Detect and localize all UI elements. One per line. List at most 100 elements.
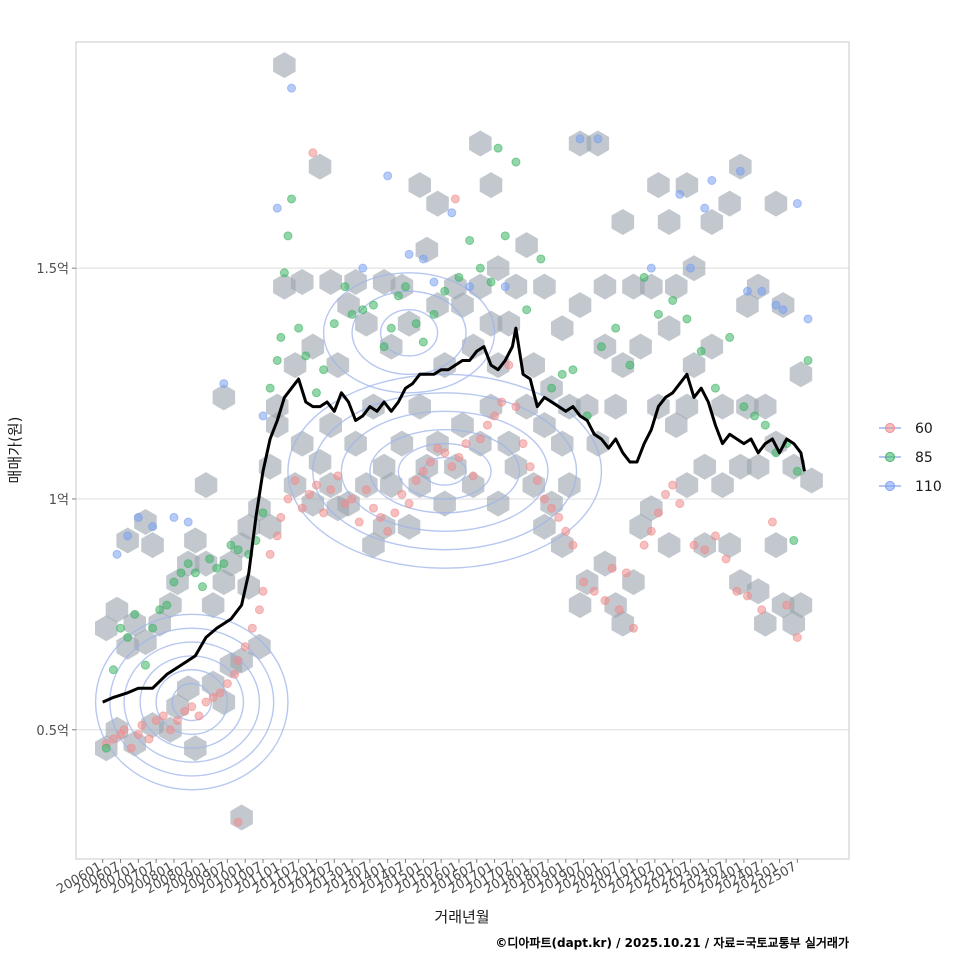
hexbin-cell [586,130,610,157]
plot-frame [75,41,850,860]
point-85 [265,383,275,393]
point-85 [536,254,546,264]
hexbin-cell [711,393,734,420]
point-60 [450,194,460,204]
point-60 [447,462,457,472]
hexbin-cell [344,430,367,457]
point-60 [308,148,318,158]
point-85 [792,466,802,476]
point-110 [429,277,439,287]
grid-lines [76,267,849,731]
point-85 [557,369,567,379]
point-85 [486,277,496,287]
point-60 [710,531,720,541]
point-60 [283,494,293,504]
point-85 [653,309,663,319]
point-110 [169,512,179,522]
hexbin-cell [657,532,681,559]
y-axis: 0.5억 1억 1.5억 [36,262,76,739]
x-axis: 2006012006072007012007072008012008072009… [54,859,799,897]
density-contour [109,627,275,777]
point-60 [579,577,589,587]
point-110 [465,282,475,292]
hexbin-cell [522,352,545,379]
point-60 [126,743,136,753]
hexbin-cell [657,209,681,235]
point-85 [739,402,749,412]
point-60 [230,669,240,679]
hexbin-cell [611,352,635,379]
hexbin-cell [290,430,314,457]
point-110 [404,249,414,259]
hexbin-cell [212,384,236,411]
hexbin-cell [665,412,688,439]
point-60 [137,720,147,730]
point-110 [700,203,710,213]
point-60 [173,716,183,726]
point-85 [101,743,111,753]
point-60 [732,586,742,596]
hexbin-cell [486,352,510,379]
hexbin-cell [116,633,139,660]
point-60 [607,563,617,573]
point-85 [311,388,321,398]
point-60 [628,623,638,633]
point-60 [247,623,257,633]
hexbin-cell [504,273,528,300]
hexbin-cell [533,412,556,439]
hexbin-cell [461,472,485,499]
point-110 [735,166,745,176]
density-contour [369,429,521,514]
point-60 [265,549,275,559]
point-60 [319,508,329,518]
hexbin-cell [194,472,218,499]
point-60 [376,512,386,522]
point-60 [276,512,286,522]
point-60 [482,420,492,430]
point-110 [707,175,717,185]
point-85 [379,342,389,352]
point-85 [493,143,503,153]
density-contour [397,442,492,500]
hexbin-cell [604,393,627,420]
point-85 [190,568,200,578]
density-contour [379,309,439,357]
point-60 [475,434,485,444]
legend-label-110: 110 [915,479,942,495]
hexbin-cell [629,333,652,360]
hexbin-cell [657,315,681,342]
point-60 [326,485,336,495]
point-60 [397,489,407,499]
point-60 [233,656,243,666]
point-85 [226,540,236,550]
point-60 [461,439,471,449]
legend-label-60: 60 [915,421,933,437]
legend-key-60 [885,423,895,433]
point-60 [621,568,631,578]
hexbin-cell [177,675,200,702]
hexbin-cell [629,513,652,540]
point-85 [162,600,172,610]
point-60 [425,457,435,467]
hexbin-cell [700,209,724,235]
hexbin-cell [647,172,670,199]
hexbin-cell [693,532,716,559]
point-110 [593,134,603,144]
point-60 [675,499,685,509]
point-60 [390,508,400,518]
hexbin-cell [319,269,342,295]
point-85 [418,337,428,347]
point-85 [596,342,606,352]
hexbin-cell [344,269,367,295]
point-60 [297,503,307,513]
hexbin-cell [497,430,521,457]
point-60 [490,411,500,421]
point-60 [151,716,161,726]
x-axis-title: 거래년월 [434,908,489,926]
point-85 [668,295,678,305]
hexbin-cell [116,527,139,554]
point-85 [212,563,222,573]
hexbin-cell [141,532,164,559]
point-110 [771,300,781,310]
point-110 [287,83,297,93]
